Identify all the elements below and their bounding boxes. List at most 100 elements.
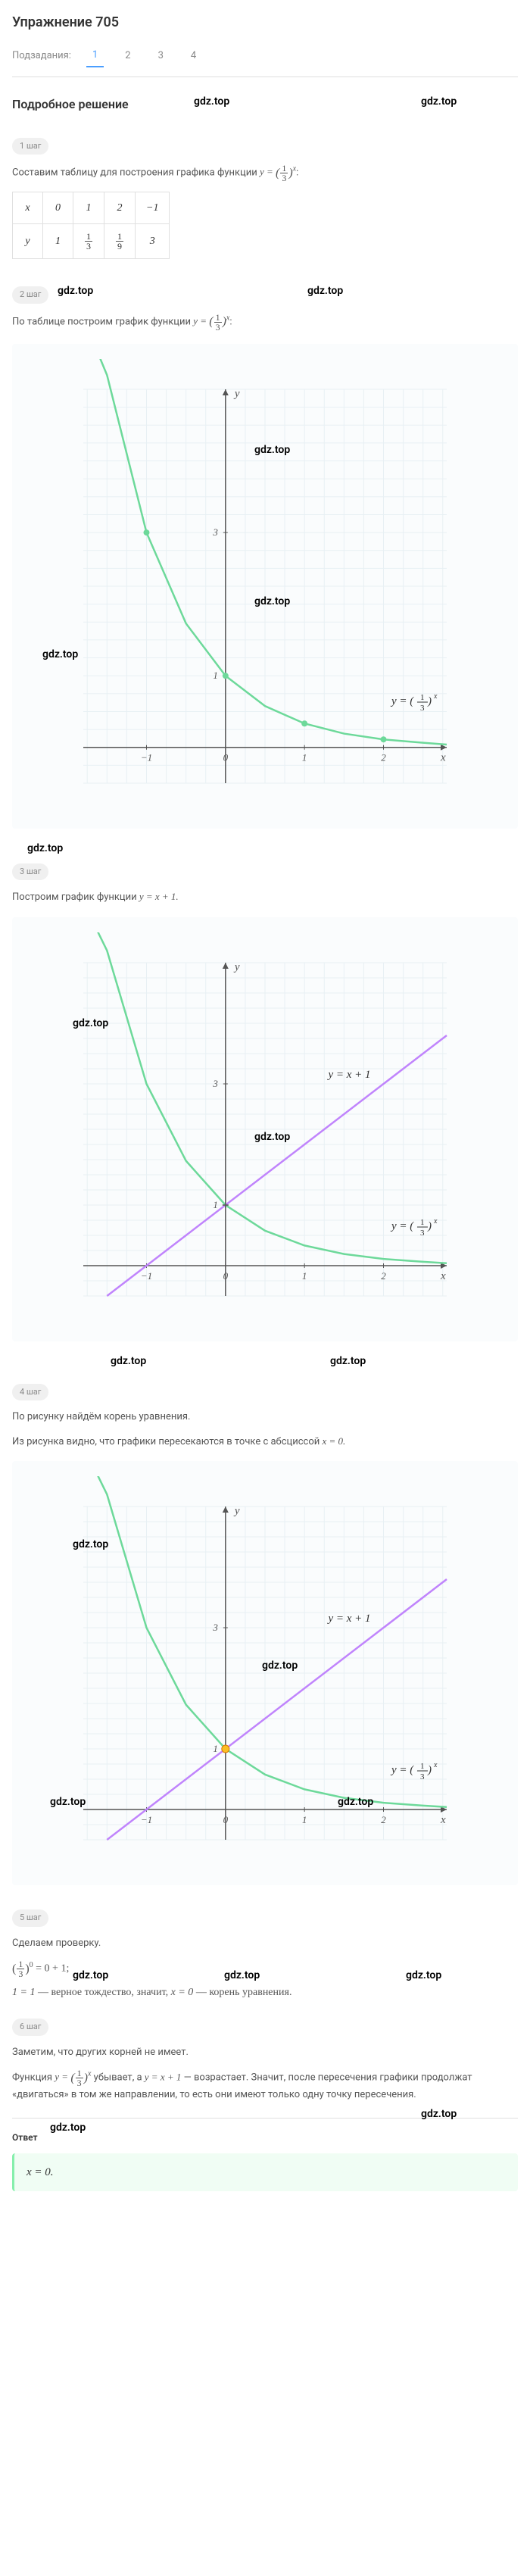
tab-4[interactable]: 4 [185,45,202,67]
step-6-text2: Функция y = (13)x убывает, а y = x + 1 —… [12,2069,518,2103]
tab-1[interactable]: 1 [86,45,104,67]
svg-text:0: 0 [223,751,229,763]
solution-heading: Подробное решение [12,95,518,114]
svg-text:1: 1 [420,1218,425,1227]
svg-text:1: 1 [213,1199,218,1210]
svg-text:2: 2 [381,1270,386,1282]
step-4-text2-prefix: Из рисунка видно, что графики пересекают… [12,1436,323,1447]
svg-text:1: 1 [302,1270,307,1282]
table-cell: 1 [43,224,73,259]
step-2-formula: y = (13)x [193,315,229,326]
svg-text:x: x [433,1761,438,1769]
step-1-prefix: Составим таблицу для построения графика … [12,167,260,178]
svg-text:y = (: y = ( [390,1220,414,1232]
svg-text:): ) [427,695,432,707]
step-5-eq2-prefix: 1 = 1 [12,1987,35,1998]
svg-text:y: y [233,1505,240,1517]
svg-text:−1: −1 [141,1814,152,1825]
watermark: gdz.top [111,1354,146,1369]
table-cell: 2 [104,192,136,224]
chart-2-svg: −101213yxy = (13)xy = x + 1 [53,932,477,1326]
table-cell: 1 [73,192,104,224]
answer-block: Ответ x = 0. [12,2118,518,2192]
step-4-text1: По рисунку найдём корень уравнения. [12,1410,518,1425]
value-table: x 0 1 2 −1 y 1 13 19 3 [12,192,170,259]
subtasks-label: Подзадания: [12,48,71,64]
chart-3-svg: −101213yxy = (13)xy = x + 1 [53,1476,477,1870]
chart-1: −101213yxy = (13)x gdz.top gdz.top gdz.t… [12,344,518,829]
table-cell: 3 [136,224,170,259]
svg-text:x: x [440,1814,446,1826]
watermark: gdz.top [307,283,343,299]
svg-text:1: 1 [420,1762,425,1771]
step-6-f1: y = (13)x [55,2071,91,2082]
step-4-badge: 4 шаг [12,1384,48,1401]
table-cell: x [13,192,43,224]
table-cell: 13 [73,224,104,259]
table-row: x 0 1 2 −1 [13,192,170,224]
svg-text:1: 1 [213,1743,218,1754]
step-6-badge: 6 шаг [12,2019,48,2036]
answer-label: Ответ [12,2131,518,2144]
svg-text:y: y [233,388,240,400]
tab-2[interactable]: 2 [119,45,136,67]
svg-text:1: 1 [302,1814,307,1825]
step-2-text: По таблице построим график функции y = (… [12,313,518,332]
step-5-eq2-mid: x = 0 [171,1987,194,1998]
svg-text:x: x [433,692,438,701]
exercise-title: Упражнение 705 [12,12,518,33]
step-5-eq2-end: — корень уравнения. [193,1987,292,1998]
svg-text:0: 0 [223,1814,229,1825]
step-1-text: Составим таблицу для построения графика … [12,164,518,183]
step-2-badge: 2 шаг [12,286,48,304]
step-3-prefix: Построим график функции [12,891,139,903]
table-cell: 0 [43,192,73,224]
svg-text:1: 1 [302,751,307,763]
svg-text:y: y [233,961,240,973]
svg-text:x: x [440,1270,446,1282]
svg-text:y = x + 1: y = x + 1 [326,1613,370,1625]
svg-text:3: 3 [420,1772,425,1781]
svg-text:0: 0 [223,1270,229,1282]
svg-text:1: 1 [420,693,425,702]
table-cell: y [13,224,43,259]
step-6-text1: Заметим, что других корней не имеет. [12,2045,518,2060]
step-5-eq2-rest: — верное тождество, значит, [35,1987,170,1998]
step-6-p1: Функция [12,2072,55,2083]
svg-text:3: 3 [212,1622,218,1633]
step-5-badge: 5 шаг [12,1909,48,1927]
svg-text:): ) [427,1220,432,1232]
chart-3: −101213yxy = (13)xy = x + 1 gdz.top gdz.… [12,1461,518,1885]
svg-text:y = (: y = ( [390,1764,414,1776]
table-cell: −1 [136,192,170,224]
subtasks-row: Подзадания: 1 2 3 4 [12,45,518,77]
step-6-f2: y = x + 1 [145,2071,182,2082]
svg-text:3: 3 [420,704,425,713]
step-3-formula: y = x + 1. [139,891,179,902]
watermark: gdz.top [58,283,93,299]
svg-text:−1: −1 [141,751,152,763]
step-1-badge: 1 шаг [12,138,48,155]
step-2-prefix: По таблице построим график функции [12,316,193,327]
watermark: gdz.top [27,841,63,857]
table-row: y 1 13 19 3 [13,224,170,259]
step-6-p2: убывает, а [94,2072,145,2083]
answer-value: x = 0. [12,2153,518,2192]
svg-text:−1: −1 [141,1270,152,1282]
step-5-eq2: 1 = 1 — верное тождество, значит, x = 0 … [12,1984,518,2000]
svg-text:y = (: y = ( [390,695,414,707]
svg-text:): ) [427,1764,432,1776]
svg-text:2: 2 [381,751,386,763]
svg-text:3: 3 [420,1229,425,1238]
step-3-text: Построим график функции y = x + 1. [12,889,518,905]
svg-text:y = x + 1: y = x + 1 [326,1069,370,1081]
step-4-eq: x = 0. [323,1435,346,1447]
chart-2: −101213yxy = (13)xy = x + 1 gdz.top gdz.… [12,917,518,1341]
step-4-text2: Из рисунка видно, что графики пересекают… [12,1434,518,1450]
svg-text:3: 3 [212,526,218,538]
table-cell: 19 [104,224,136,259]
svg-text:2: 2 [381,1814,386,1825]
svg-text:x: x [440,751,446,763]
tab-3[interactable]: 3 [152,45,170,67]
step-5-eq1: (13)0 = 0 + 1; [12,1959,518,1978]
